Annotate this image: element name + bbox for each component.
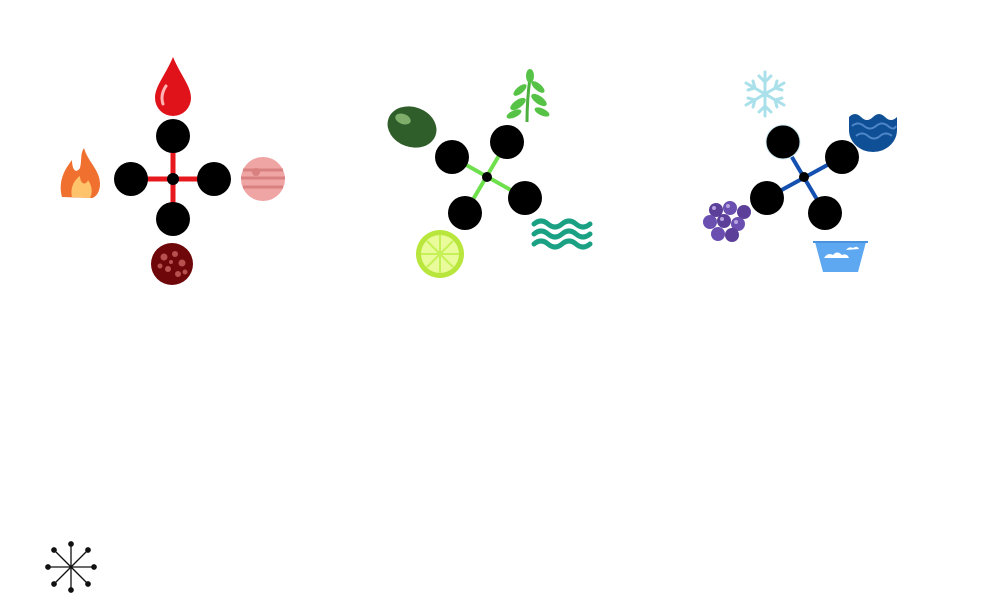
flame-icon	[60, 148, 100, 198]
lime-icon	[416, 230, 464, 278]
snowflake-icon	[744, 70, 786, 118]
blackberry-icon	[703, 201, 751, 242]
piano-keyboard	[0, 440, 991, 611]
green-group	[387, 69, 593, 278]
tierra-node	[156, 202, 190, 236]
hielo-node	[765, 124, 801, 160]
green-center-node	[482, 172, 492, 182]
sea-icon	[849, 114, 897, 152]
blue-group	[703, 70, 897, 272]
blue-center-node	[799, 172, 809, 182]
hoja-node	[490, 125, 524, 159]
fuego-node	[114, 162, 148, 196]
leaf-icon	[506, 69, 550, 123]
color-group-diagrams	[60, 57, 897, 285]
red-center-node	[167, 173, 179, 185]
marte-node	[197, 162, 231, 196]
sky-icon	[813, 241, 868, 272]
lima-node	[448, 196, 482, 230]
planet-icon	[241, 157, 285, 201]
blood-drop-icon	[155, 57, 191, 116]
mar-node	[825, 140, 859, 174]
soil-icon	[151, 243, 193, 285]
mora-node	[750, 181, 784, 215]
olive-icon	[387, 106, 437, 148]
red-group	[60, 57, 285, 285]
oliva-node	[435, 140, 469, 174]
sangre-node	[156, 119, 190, 153]
waves-icon	[531, 218, 593, 250]
rio-node	[508, 181, 542, 215]
havisy-logo	[45, 541, 97, 593]
cielo-node	[808, 196, 842, 230]
